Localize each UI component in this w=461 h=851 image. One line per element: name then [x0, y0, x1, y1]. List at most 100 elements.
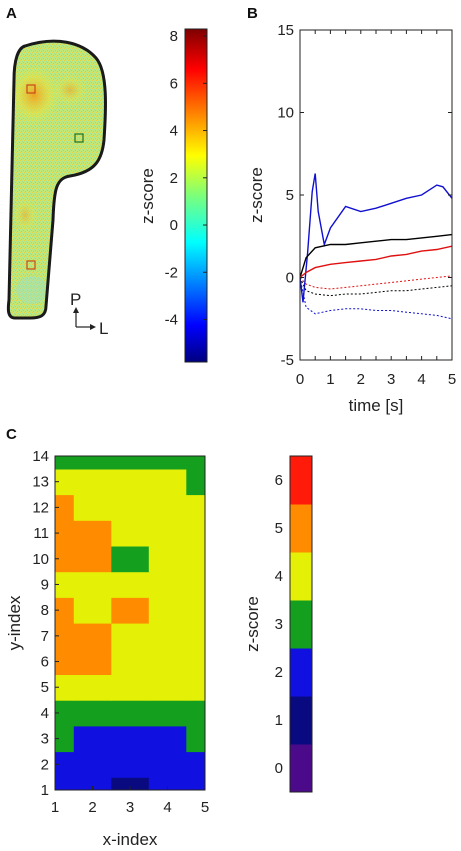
heatmap-cell	[186, 468, 205, 496]
series-line	[300, 233, 452, 278]
y-axis-label: z-score	[247, 167, 266, 223]
arrow-right-icon	[90, 324, 96, 330]
colorbar-c-tick-label: 3	[275, 616, 283, 633]
roi-marker	[26, 84, 36, 94]
heatmap-cell	[111, 623, 150, 650]
x-tick-label: 3	[126, 799, 134, 816]
heatmap-cell	[148, 777, 187, 790]
heatmap-cell	[73, 751, 112, 778]
y-tick-label: 7	[41, 628, 49, 645]
heatmap-cell	[55, 520, 75, 547]
heatmap-cell	[186, 751, 205, 778]
x-tick-label: 4	[163, 799, 171, 816]
y-tick-label: 6	[41, 654, 49, 671]
heatmap-cell	[186, 777, 205, 790]
heatmap-cell	[111, 700, 150, 727]
colorbar-c-block	[290, 696, 312, 745]
heatmap-cell	[73, 777, 112, 790]
heatmap-cell	[111, 777, 150, 790]
y-axis-label: y-index	[5, 595, 24, 650]
heatmap-cell	[55, 494, 75, 521]
heatmap-cell	[55, 597, 75, 624]
cool-region-lower	[16, 276, 48, 304]
y-tick-label: 8	[41, 602, 49, 619]
heatmap-cell	[73, 545, 112, 573]
series-line	[300, 245, 452, 279]
heatmap-cell	[55, 648, 75, 675]
heatmap-cell	[73, 494, 112, 521]
y-tick-label: 14	[32, 448, 49, 465]
heatmap-cell	[148, 571, 187, 598]
series-line	[300, 277, 452, 297]
panel-a-brain-map	[6, 39, 108, 320]
heatmap-cell	[148, 494, 187, 521]
orientation-indicator: P L	[70, 290, 108, 338]
colorbar-a-tick-label: 2	[170, 170, 178, 187]
heatmap-cell	[148, 597, 187, 624]
y-tick-label: 5	[41, 679, 49, 696]
heatmap-cell	[186, 571, 205, 598]
colorbar-c-block	[290, 744, 312, 793]
heatmap-cell	[73, 468, 112, 496]
series-line	[300, 275, 452, 290]
heatmap-cell	[148, 456, 187, 470]
heatmap-cell	[186, 700, 205, 727]
heatmap-cell	[111, 520, 150, 547]
colorbar-c-label: z-score	[243, 596, 262, 652]
x-tick-label: 5	[448, 371, 456, 388]
heatmap-cell	[148, 725, 187, 753]
colorbar-c-tick-label: 5	[275, 520, 283, 537]
y-tick-label: 9	[41, 576, 49, 593]
colorbar-c-tick-label: 6	[275, 472, 283, 489]
colorbar-c-tick-label: 2	[275, 664, 283, 681]
colorbar-c-block	[290, 600, 312, 649]
y-tick-label: 0	[286, 270, 294, 287]
orientation-p-label: P	[70, 290, 81, 309]
heatmap-cell	[73, 700, 112, 727]
x-tick-label: 2	[357, 371, 365, 388]
hotspot-lower	[13, 197, 37, 233]
x-tick-label: 4	[417, 371, 425, 388]
y-tick-label: 10	[32, 551, 49, 568]
heatmap-cell	[186, 648, 205, 675]
x-axis-label: x-index	[103, 830, 158, 849]
heatmap-cell	[73, 520, 112, 547]
colorbar-c-block	[290, 648, 312, 697]
heatmap-cell	[111, 751, 150, 778]
x-tick-label: 5	[201, 799, 209, 816]
heatmap-cell	[186, 597, 205, 624]
x-tick-label: 0	[296, 371, 304, 388]
heatmap-cell	[73, 571, 112, 598]
hotspot-upper	[8, 65, 60, 125]
heatmap-cell	[55, 468, 75, 496]
panel-c-label: C	[6, 426, 17, 443]
heatmap-cell	[148, 545, 187, 573]
colorbar-c-tick-label: 4	[275, 568, 283, 585]
map-outline	[6, 39, 108, 320]
series-line	[300, 173, 452, 303]
colorbar-c-block	[290, 504, 312, 553]
heatmap-cell	[55, 725, 75, 753]
colorbar-a-gradient	[184, 28, 208, 363]
heatmap-cell	[55, 751, 75, 778]
colorbar-a-tick-label: 8	[170, 28, 178, 45]
heatmap-cell	[111, 597, 150, 624]
x-axis-label: time [s]	[349, 396, 404, 415]
colorbar-a-tick-label: -4	[165, 311, 178, 328]
panel-a-label: A	[6, 5, 17, 22]
panel-b-label: B	[247, 5, 258, 22]
y-tick-label: -5	[281, 352, 294, 369]
heatmap-cell	[148, 520, 187, 547]
y-tick-label: 3	[41, 731, 49, 748]
y-tick-label: 2	[41, 756, 49, 773]
x-tick-label: 1	[326, 371, 334, 388]
heatmap-cell	[186, 520, 205, 547]
heatmap-cell	[55, 777, 75, 790]
heatmap-cell	[186, 545, 205, 573]
heatmap-cell	[55, 623, 75, 650]
heatmap-cell	[148, 700, 187, 727]
colorbar-c-tick-label: 0	[275, 760, 283, 777]
x-tick-label: 2	[88, 799, 96, 816]
